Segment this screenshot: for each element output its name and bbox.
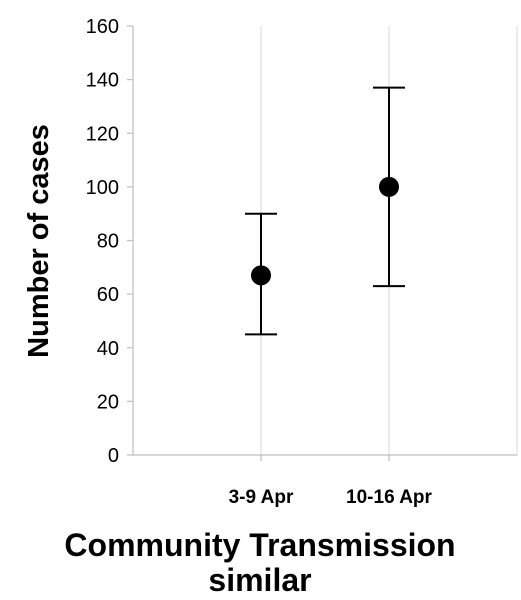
x-axis-title-line-1: Community Transmission bbox=[64, 527, 455, 563]
x-axis-title-line-2: similar bbox=[208, 562, 311, 598]
data-point-2 bbox=[379, 177, 399, 197]
y-tick-label: 40 bbox=[97, 338, 119, 360]
category-label-2: 10-16 Apr bbox=[346, 487, 432, 508]
y-tick-label: 80 bbox=[97, 231, 119, 253]
data-point-1 bbox=[251, 265, 271, 285]
y-tick-label: 160 bbox=[86, 16, 119, 38]
y-tick-label: 0 bbox=[108, 445, 119, 467]
axes bbox=[127, 26, 517, 461]
y-tick-label: 60 bbox=[97, 284, 119, 306]
y-tick-label: 120 bbox=[86, 123, 119, 145]
y-tick-labels: 0 20 40 60 80 100 120 140 160 bbox=[86, 16, 119, 467]
y-axis-title: Number of cases bbox=[23, 124, 55, 358]
data-marks bbox=[245, 88, 405, 335]
category-labels: 3-9 Apr 10-16 Apr bbox=[229, 487, 433, 508]
y-tick-label: 100 bbox=[86, 177, 119, 199]
y-tick-label: 140 bbox=[86, 70, 119, 92]
y-tick-label: 20 bbox=[97, 391, 119, 413]
category-label-1: 3-9 Apr bbox=[229, 487, 294, 508]
